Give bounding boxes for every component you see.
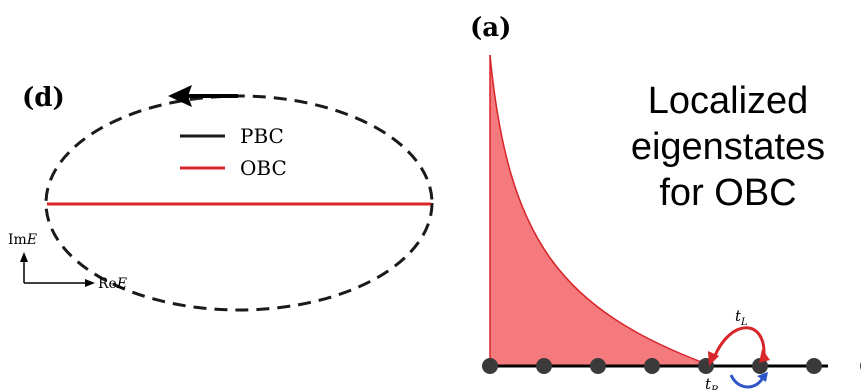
callout-line-3: for OBC <box>659 172 797 214</box>
lattice-site <box>482 358 498 374</box>
lattice-site <box>590 358 606 374</box>
re-axis-label: ReE <box>98 276 127 292</box>
chain-figure: (a) tL tR <box>470 13 861 390</box>
complex-plane-axes: ImE ReE <box>8 232 127 292</box>
pbc-ellipse <box>44 94 434 312</box>
panel-a-chain: (a) tL tR <box>450 0 861 390</box>
callout-text: Localized eigenstates for OBC <box>603 78 853 216</box>
callout-line-1: Localized <box>647 80 809 122</box>
localized-mode-fill <box>490 55 712 366</box>
re-axis-arrowhead <box>85 279 95 287</box>
panel-label-d: (d) <box>22 83 65 113</box>
legend: PBC OBC <box>180 124 287 180</box>
im-axis-arrowhead <box>20 252 28 262</box>
winding-arrow-head <box>168 85 192 107</box>
legend-pbc-label: PBC <box>240 124 284 148</box>
im-axis-label: ImE <box>8 232 37 248</box>
panel-label-a: (a) <box>470 13 511 43</box>
lattice-site <box>644 358 660 374</box>
hop-left-label: tL <box>735 307 748 328</box>
panel-d-spectrum: (d) PBC OBC ImE ReE <box>8 83 434 312</box>
lattice-site <box>806 358 822 374</box>
lattice-site <box>752 358 768 374</box>
hop-left-arc <box>712 326 766 359</box>
hop-left-arrowhead <box>708 351 719 366</box>
legend-obc-label: OBC <box>240 156 287 180</box>
hop-left-arrowhead-tail <box>759 349 770 363</box>
hop-right-label: tR <box>705 375 719 390</box>
hop-right-arrowhead <box>757 372 768 382</box>
callout-line-2: eigenstates <box>630 126 826 168</box>
spectrum-figure: (d) PBC OBC ImE ReE <box>8 83 434 312</box>
lattice-site <box>536 358 552 374</box>
localized-mode-edge <box>489 54 713 367</box>
